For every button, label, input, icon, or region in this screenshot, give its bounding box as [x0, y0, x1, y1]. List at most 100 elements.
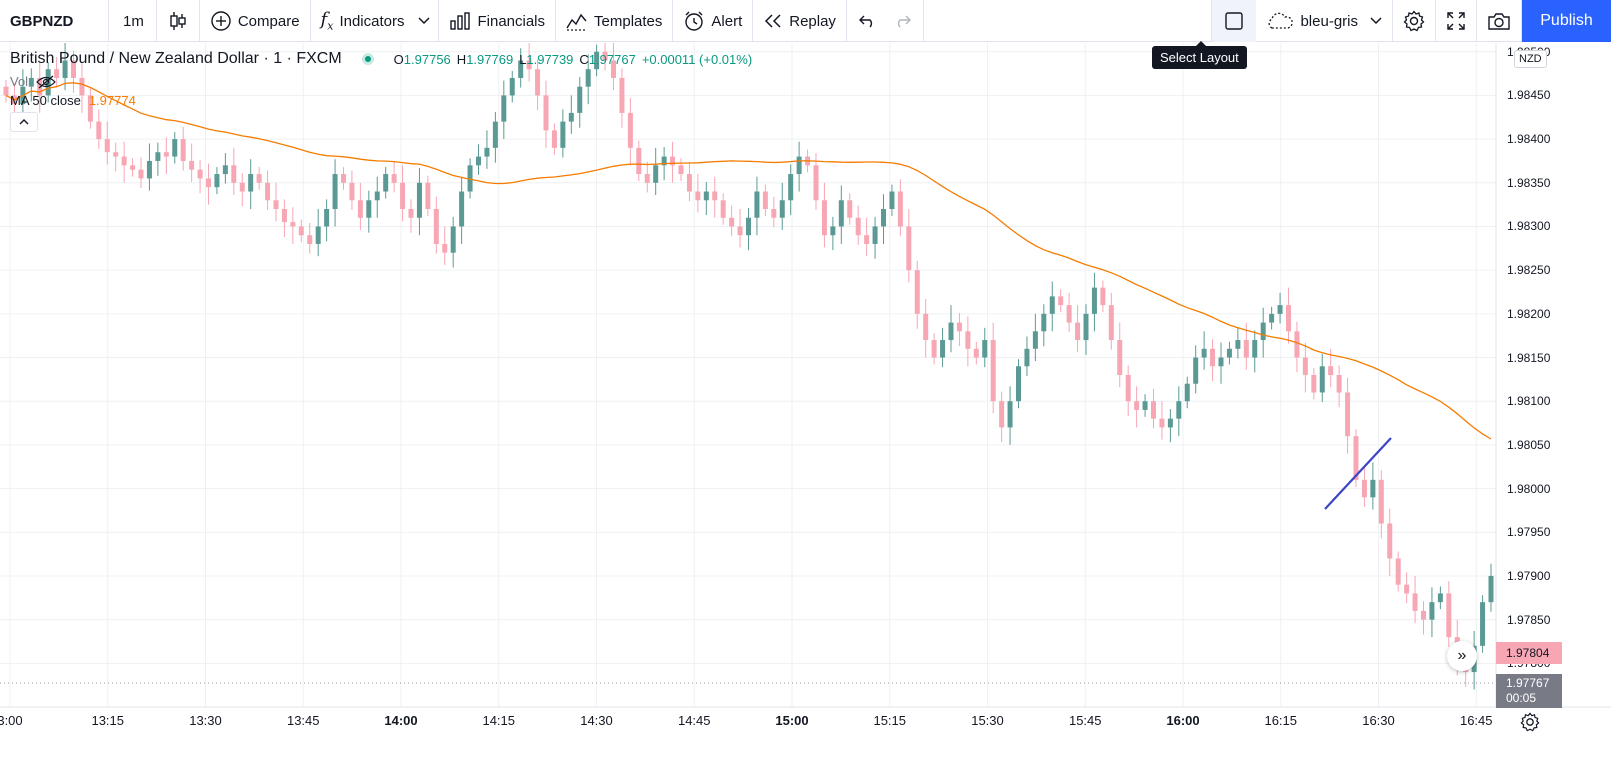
candle	[281, 199, 287, 237]
candle	[1488, 563, 1494, 612]
candle	[1100, 280, 1106, 313]
symbol-search-button[interactable]: GBPNZD	[10, 12, 74, 30]
plus-circle-icon	[211, 11, 231, 31]
legend-collapse-button[interactable]	[10, 112, 38, 132]
candle	[155, 142, 161, 176]
candle-body	[771, 209, 777, 218]
candle-body	[594, 51, 600, 70]
candle-body	[813, 165, 819, 201]
price-tick-label: 1.98350	[1507, 175, 1551, 190]
candle-body	[476, 156, 481, 166]
candle	[366, 190, 372, 233]
candle-body	[1049, 296, 1055, 314]
publish-button[interactable]: Publish	[1522, 0, 1611, 42]
symbol-group: GBPNZD	[0, 0, 109, 42]
layout-dropdown-button[interactable]	[1368, 0, 1392, 42]
candle-body	[847, 200, 853, 218]
candle-body	[1117, 340, 1123, 375]
ohlc-open: 1.97756	[403, 51, 451, 67]
legend-volume-row[interactable]: Vol	[10, 74, 752, 89]
candle-body	[1210, 348, 1216, 367]
select-layout-button[interactable]	[1212, 0, 1257, 42]
candle	[1429, 587, 1435, 638]
candle	[104, 121, 110, 165]
candle-body	[1446, 593, 1452, 638]
interval-button[interactable]: 1m	[123, 12, 144, 30]
candle	[62, 43, 68, 91]
candle	[206, 163, 211, 205]
alert-button[interactable]: Alert	[673, 0, 752, 42]
candle	[467, 158, 473, 199]
undo-button[interactable]	[847, 0, 885, 42]
candle	[442, 226, 448, 265]
candle	[1193, 345, 1199, 394]
candle-body	[661, 156, 667, 166]
chart-settings-button[interactable]	[1393, 0, 1435, 42]
candle-body	[248, 174, 254, 192]
candle-body	[585, 69, 591, 87]
layout-name-label: bleu-gris	[1300, 12, 1358, 30]
candle	[391, 161, 397, 193]
candle	[838, 185, 844, 244]
candle-body	[1319, 366, 1325, 393]
candle-body	[965, 331, 971, 349]
candle	[96, 109, 102, 149]
financials-label: Financials	[477, 12, 546, 30]
templates-button[interactable]: Templates	[556, 0, 672, 42]
candle	[324, 199, 330, 242]
candle	[71, 50, 76, 93]
compare-button[interactable]: Compare	[200, 0, 310, 42]
layout-name-button[interactable]: bleu-gris	[1256, 0, 1368, 42]
scroll-to-realtime-button[interactable]: »	[1447, 641, 1477, 671]
fullscreen-button[interactable]	[1436, 0, 1476, 42]
legend-symbol-title[interactable]: British Pound / New Zealand Dollar · 1 ·…	[10, 50, 342, 67]
candle	[627, 98, 633, 166]
candle	[1404, 572, 1410, 604]
indicators-button[interactable]: fx Indicators	[311, 0, 415, 42]
candle-body	[543, 95, 549, 131]
fullscreen-group	[1436, 0, 1477, 42]
candle-body	[973, 348, 979, 358]
candle	[1387, 508, 1393, 576]
close-price-value: 1.97767	[1506, 676, 1550, 690]
candle	[1007, 386, 1013, 445]
candle	[130, 158, 136, 177]
candle	[509, 70, 515, 103]
candle	[459, 176, 465, 244]
indicators-dropdown-button[interactable]	[414, 0, 438, 42]
redo-button[interactable]	[885, 0, 923, 42]
candle-body	[138, 169, 144, 179]
legend-ma-row[interactable]: MA 50 close 1.97774	[10, 93, 752, 108]
top-toolbar: GBPNZD 1m Compare fx Indicators	[0, 0, 1611, 42]
candle	[28, 68, 34, 102]
candle-body	[222, 165, 228, 175]
candle-body	[779, 200, 785, 218]
eye-hidden-icon[interactable]	[36, 75, 56, 89]
candle-body	[290, 222, 296, 227]
chart-type-button[interactable]	[157, 0, 199, 42]
market-status-dot[interactable]	[361, 53, 374, 65]
chart-pane[interactable]	[0, 43, 1611, 759]
candle	[425, 175, 431, 216]
currency-badge[interactable]: NZD	[1514, 50, 1547, 68]
candle-body	[830, 226, 836, 236]
candle	[821, 182, 827, 248]
candle	[476, 144, 481, 175]
candle-body	[450, 226, 456, 253]
snapshot-button[interactable]	[1477, 0, 1521, 42]
candle-body	[459, 191, 465, 227]
candle-body	[1361, 479, 1367, 498]
gear-icon[interactable]	[1520, 712, 1540, 732]
financials-button[interactable]: Financials	[439, 0, 555, 42]
candle-body	[214, 174, 220, 188]
candle	[990, 322, 996, 414]
alarm-clock-icon	[685, 11, 704, 31]
candle	[1176, 386, 1182, 437]
trend-line-drawing[interactable]	[1324, 437, 1392, 510]
candle-body	[1421, 610, 1426, 620]
candle-body	[1159, 418, 1165, 428]
candle-body	[1302, 357, 1308, 375]
replay-button[interactable]: Replay	[753, 0, 846, 42]
candle	[956, 312, 962, 347]
candle-body	[568, 112, 574, 122]
